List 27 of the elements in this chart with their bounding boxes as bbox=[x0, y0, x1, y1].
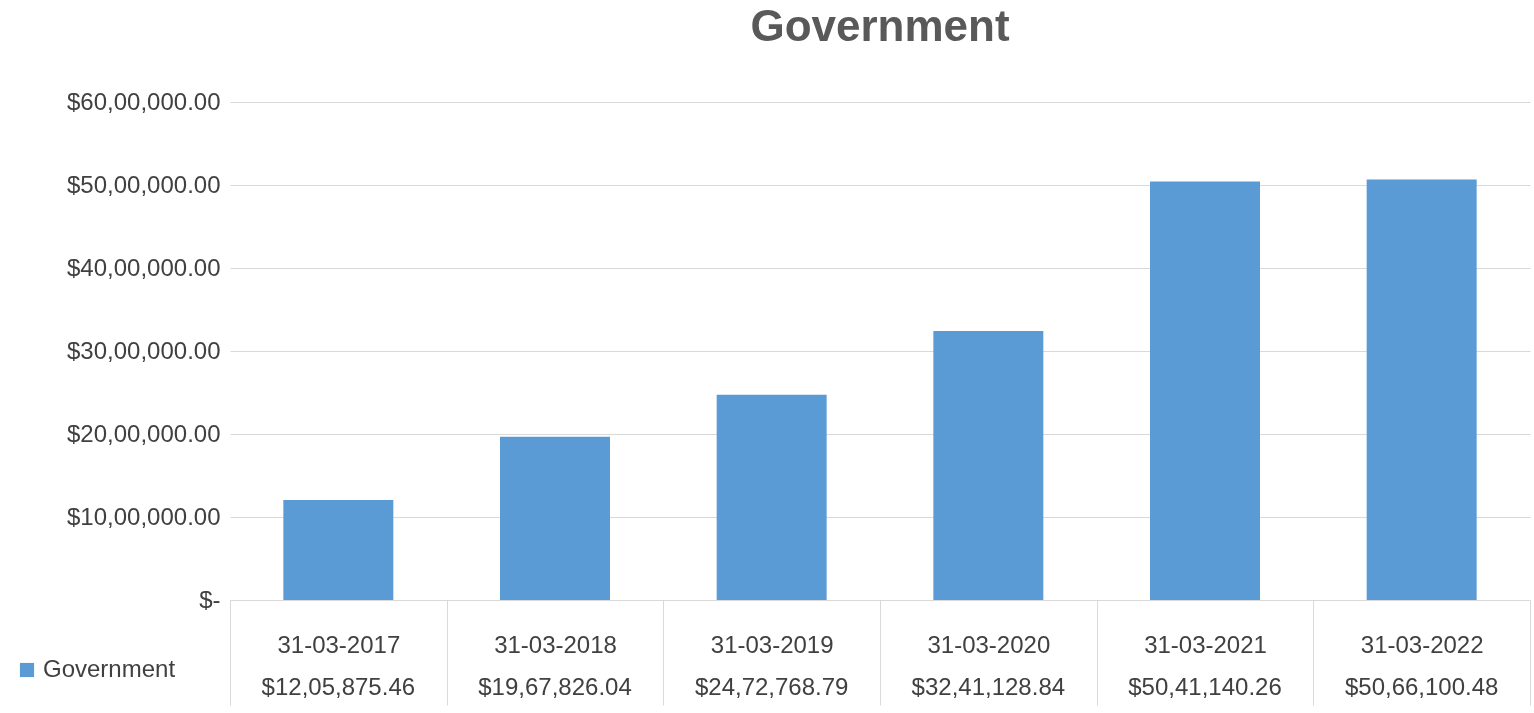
chart-title: Government bbox=[750, 1, 1010, 50]
data-label: $50,66,100.48 bbox=[1344, 673, 1499, 700]
bar bbox=[283, 499, 394, 600]
y-tick-label: $30,00,000.00 bbox=[67, 336, 221, 364]
bar bbox=[500, 436, 610, 600]
y-tick-label: $60,00,000.00 bbox=[67, 87, 221, 115]
data-label: $50,41,140.26 bbox=[1128, 673, 1282, 700]
bar bbox=[1366, 179, 1477, 600]
legend-label: Government bbox=[43, 655, 176, 682]
x-tick-label: 31-03-2018 bbox=[494, 630, 617, 658]
y-tick-label: $40,00,000.00 bbox=[67, 253, 221, 281]
data-label: $12,05,875.46 bbox=[261, 673, 416, 700]
y-tick-label: $10,00,000.00 bbox=[67, 502, 221, 530]
x-tick-label: 31-03-2022 bbox=[1360, 630, 1484, 658]
bar bbox=[716, 394, 827, 600]
data-label: $32,41,128.84 bbox=[911, 673, 1066, 700]
data-label: $24,72,768.79 bbox=[694, 673, 849, 700]
data-label: $19,67,826.04 bbox=[478, 673, 632, 700]
y-tick-label: $- bbox=[199, 585, 221, 613]
bar bbox=[1150, 181, 1260, 600]
x-tick-label: 31-03-2021 bbox=[1144, 630, 1267, 658]
x-tick-label: 31-03-2020 bbox=[927, 630, 1051, 658]
x-tick-label: 31-03-2017 bbox=[277, 630, 401, 658]
bar bbox=[933, 330, 1044, 600]
x-tick-label: 31-03-2019 bbox=[710, 630, 834, 658]
y-tick-label: $50,00,000.00 bbox=[67, 170, 221, 198]
y-tick-label: $20,00,000.00 bbox=[67, 419, 221, 447]
